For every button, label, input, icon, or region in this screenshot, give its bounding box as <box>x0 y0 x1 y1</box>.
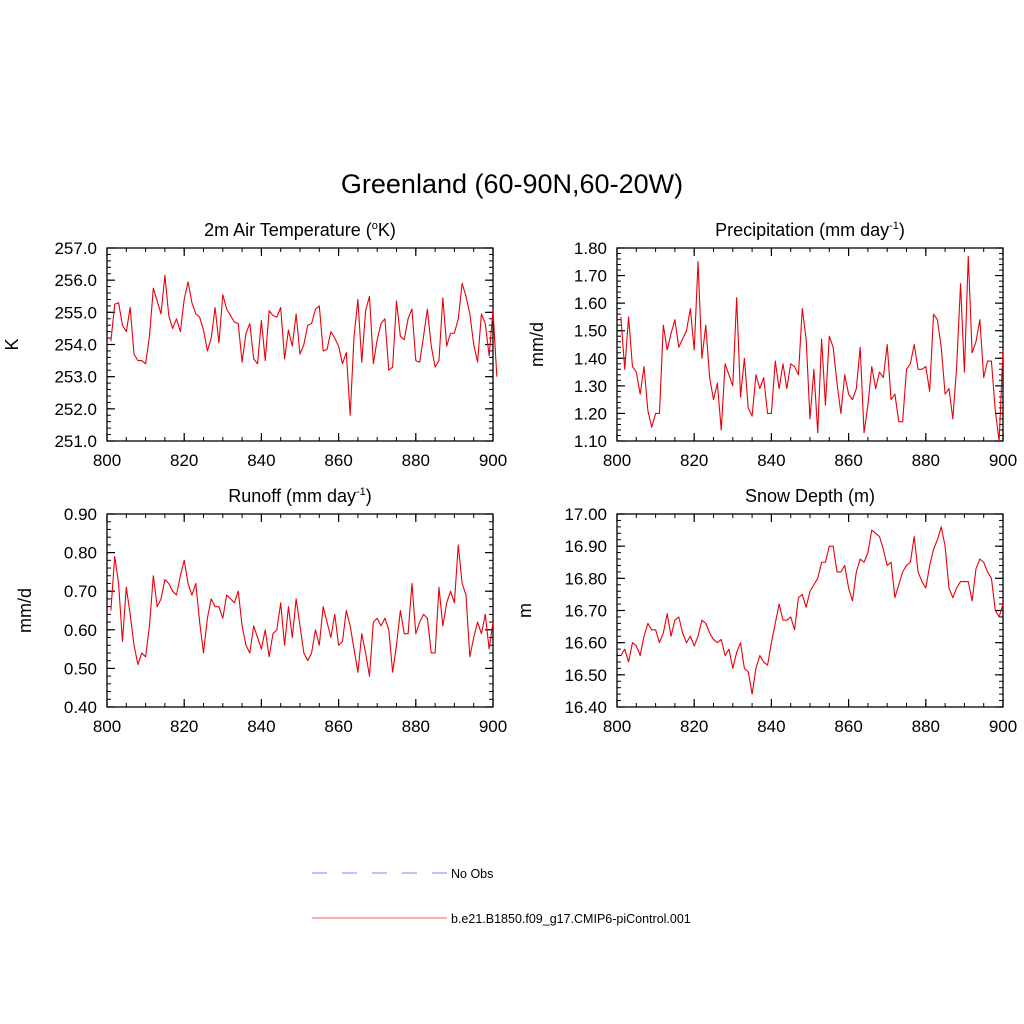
snow-depth-x-tick-label: 840 <box>757 717 785 736</box>
air-temperature-series-line <box>110 274 498 416</box>
precipitation-y-tick-label: 1.20 <box>574 404 607 423</box>
runoff-x-tick-label: 880 <box>402 717 430 736</box>
runoff-y-axis-title: mm/d <box>15 588 35 633</box>
legend-label-no-obs: No Obs <box>451 867 493 881</box>
precipitation-y-tick-label: 1.50 <box>574 322 607 341</box>
precipitation-y-tick-label: 1.30 <box>574 377 607 396</box>
snow-depth-y-axis-title: m <box>515 603 535 618</box>
precipitation-panel-title: Precipitation (mm day-1) <box>715 220 905 240</box>
snow-depth-y-tick-label: 16.50 <box>564 666 607 685</box>
runoff-y-tick-label: 0.40 <box>64 698 97 717</box>
snow-depth-y-tick-label: 17.00 <box>564 505 607 524</box>
precipitation-y-tick-label: 1.80 <box>574 239 607 258</box>
runoff-y-tick-label: 0.80 <box>64 544 97 563</box>
air-temperature-x-tick-label: 800 <box>93 451 121 470</box>
precipitation-x-tick-label: 900 <box>989 451 1017 470</box>
runoff-y-tick-label: 0.70 <box>64 582 97 601</box>
snow-depth-panel-title: Snow Depth (m) <box>745 486 875 506</box>
snow-depth-y-tick-label: 16.40 <box>564 698 607 717</box>
snow-depth-y-tick-label: 16.60 <box>564 634 607 653</box>
air-temperature-y-tick-label: 252.0 <box>54 400 97 419</box>
runoff-plot-frame <box>106 513 494 708</box>
precipitation-x-tick-label: 880 <box>912 451 940 470</box>
snow-depth-y-tick-label: 16.80 <box>564 569 607 588</box>
air-temperature-y-tick-label: 254.0 <box>54 336 97 355</box>
runoff-x-tick-label: 820 <box>170 717 198 736</box>
snow-depth-y-tick-label: 16.90 <box>564 537 607 556</box>
air-temperature-y-tick-label: 256.0 <box>54 271 97 290</box>
precipitation-y-tick-label: 1.10 <box>574 432 607 451</box>
panel-snow-depth: 16.40 16.50 16.60 16.70 16.80 16.90 17.00 800 82… <box>515 486 1017 736</box>
air-temperature-x-tick-label: 860 <box>324 451 352 470</box>
air-temperature-x-tick-label: 880 <box>402 451 430 470</box>
runoff-y-tick-label: 0.60 <box>64 621 97 640</box>
air-temperature-y-axis-title: K <box>2 338 22 350</box>
air-temperature-y-tick-label: 257.0 <box>54 239 97 258</box>
panel-air-temperature: 251.0 252.0 253.0 254.0 255.0 256.0 257.0 800 82… <box>2 220 507 470</box>
snow-depth-x-tick-label: 800 <box>603 717 631 736</box>
runoff-y-tick-label: 0.90 <box>64 505 97 524</box>
air-temperature-panel-title: 2m Air Temperature (oK) <box>204 220 396 240</box>
precipitation-x-tick-label: 860 <box>834 451 862 470</box>
legend-label-model-run: b.e21.B1850.f09_g17.CMIP6-piControl.001 <box>451 912 691 926</box>
precipitation-y-tick-label: 1.40 <box>574 349 607 368</box>
air-temperature-x-tick-label: 900 <box>479 451 507 470</box>
precipitation-x-tick-label: 820 <box>680 451 708 470</box>
snow-depth-x-tick-label: 900 <box>989 717 1017 736</box>
air-temperature-y-tick-label: 251.0 <box>54 432 97 451</box>
snow-depth-x-tick-label: 880 <box>912 717 940 736</box>
runoff-y-tick-label: 0.50 <box>64 659 97 678</box>
runoff-series-line <box>110 544 494 677</box>
runoff-x-tick-label: 800 <box>93 717 121 736</box>
air-temperature-x-tick-label: 840 <box>247 451 275 470</box>
snow-depth-x-tick-label: 820 <box>680 717 708 736</box>
precipitation-series-line <box>620 255 1004 442</box>
runoff-x-tick-label: 840 <box>247 717 275 736</box>
precipitation-y-tick-label: 1.70 <box>574 267 607 286</box>
panel-runoff: 0.40 0.50 0.60 0.70 0.80 0.90 800 820 840 860 880 9… <box>15 486 507 736</box>
air-temperature-y-tick-label: 255.0 <box>54 303 97 322</box>
figure-title: Greenland (60-90N,60-20W) <box>341 169 683 199</box>
runoff-panel-title: Runoff (mm day-1) <box>228 486 372 506</box>
precipitation-y-tick-label: 1.60 <box>574 294 607 313</box>
air-temperature-x-tick-label: 820 <box>170 451 198 470</box>
air-temperature-y-tick-label: 253.0 <box>54 368 97 387</box>
precipitation-x-tick-label: 840 <box>757 451 785 470</box>
snow-depth-series-line <box>620 526 1004 695</box>
precipitation-x-tick-label: 800 <box>603 451 631 470</box>
snow-depth-x-tick-label: 860 <box>834 717 862 736</box>
panel-precipitation: 1.10 1.20 1.30 1.40 1.50 1.60 1.70 1.80 800 820 84… <box>527 220 1017 470</box>
precipitation-y-axis-title: mm/d <box>527 322 547 367</box>
runoff-x-tick-label: 860 <box>324 717 352 736</box>
legend: No Obs b.e21.B1850.f09_g17.CMIP6-piContr… <box>312 867 691 926</box>
runoff-x-tick-label: 900 <box>479 717 507 736</box>
snow-depth-plot-frame <box>616 513 1004 708</box>
snow-depth-y-tick-label: 16.70 <box>564 602 607 621</box>
